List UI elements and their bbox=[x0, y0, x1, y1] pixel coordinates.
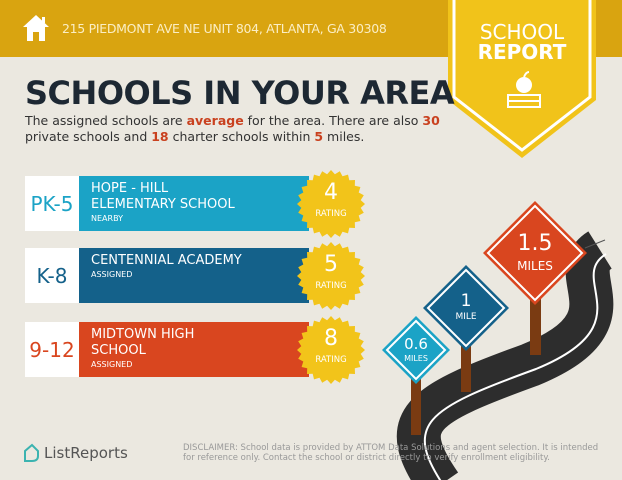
summary-text: The assigned schools are average for the… bbox=[25, 113, 440, 144]
distance-value: 0.6 bbox=[404, 334, 428, 353]
sign-post bbox=[530, 295, 541, 355]
school-info: MIDTOWN HIGH SCHOOL ASSIGNED bbox=[79, 322, 309, 377]
distance-sign: 1 MILE bbox=[423, 265, 509, 351]
school-row[interactable]: 9-12 MIDTOWN HIGH SCHOOL ASSIGNED 8 RATI… bbox=[25, 316, 365, 384]
rating-badge: 5 RATING bbox=[297, 242, 365, 310]
page-title: SCHOOLS IN YOUR AREA bbox=[25, 74, 455, 112]
rating-value: 4 bbox=[324, 180, 338, 205]
school-status: NEARBY bbox=[91, 214, 124, 223]
distance-value: 1.5 bbox=[517, 231, 553, 257]
rating-badge: 8 RATING bbox=[297, 316, 365, 384]
school-row[interactable]: K-8 CENTENNIAL ACADEMY ASSIGNED 5 RATING bbox=[25, 242, 365, 310]
rating-value: 8 bbox=[324, 326, 338, 351]
distance-sign: 0.6 MILES bbox=[382, 316, 450, 384]
rating-badge: 4 RATING bbox=[297, 170, 365, 238]
school-name: MIDTOWN HIGH SCHOOL bbox=[91, 327, 195, 358]
home-icon bbox=[23, 15, 49, 41]
sign-post bbox=[461, 340, 471, 392]
grade-range: K-8 bbox=[25, 248, 79, 303]
school-info: HOPE - HILL ELEMENTARY SCHOOL NEARBY bbox=[79, 176, 309, 231]
rating-label: RATING bbox=[315, 355, 347, 365]
distance-unit: MILE bbox=[455, 312, 477, 323]
disclaimer: DISCLAIMER: School data is provided by A… bbox=[183, 443, 599, 463]
property-address: 215 PIEDMONT AVE NE UNIT 804, ATLANTA, G… bbox=[62, 21, 387, 36]
listreports-logo: ListReports bbox=[22, 443, 128, 463]
grade-range: PK-5 bbox=[25, 176, 79, 231]
listreports-logo-icon bbox=[24, 443, 39, 462]
rating-label: RATING bbox=[315, 209, 347, 219]
school-status: ASSIGNED bbox=[91, 360, 133, 369]
school-name: CENTENNIAL ACADEMY bbox=[91, 253, 242, 268]
distance-sign: 1.5 MILES bbox=[483, 201, 587, 305]
school-row[interactable]: PK-5 HOPE - HILL ELEMENTARY SCHOOL NEARB… bbox=[25, 170, 365, 238]
distance-unit: MILES bbox=[404, 353, 428, 363]
distance-value: 1 bbox=[460, 290, 472, 311]
rating-label: RATING bbox=[315, 281, 347, 291]
distance-unit: MILES bbox=[517, 258, 553, 273]
grade-range: 9-12 bbox=[25, 322, 79, 377]
school-status: ASSIGNED bbox=[91, 270, 133, 279]
school-name: HOPE - HILL ELEMENTARY SCHOOL bbox=[91, 181, 235, 212]
school-info: CENTENNIAL ACADEMY ASSIGNED bbox=[79, 248, 309, 303]
sign-post bbox=[411, 375, 421, 435]
rating-value: 5 bbox=[324, 252, 338, 277]
